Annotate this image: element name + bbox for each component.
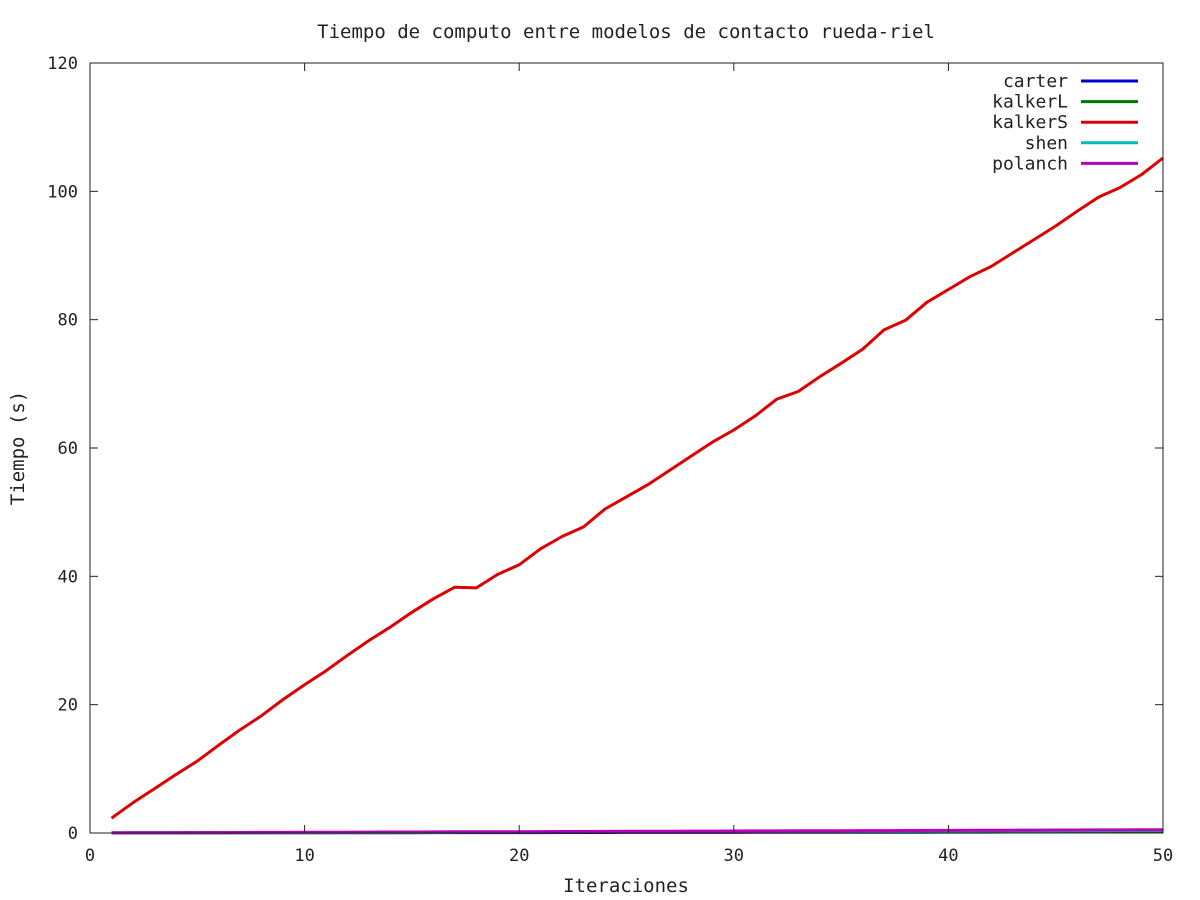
- x-tick-label: 20: [509, 846, 529, 866]
- y-tick-label: 0: [68, 824, 78, 844]
- chart-title: Tiempo de computo entre modelos de conta…: [317, 21, 935, 43]
- x-tick-label: 0: [85, 846, 95, 866]
- series-line-polanch: [111, 828, 1164, 835]
- y-tick-label: 120: [47, 54, 78, 74]
- legend-label-kalkerS: kalkerS: [992, 112, 1068, 133]
- series-line-kalkerS: [110, 156, 1164, 820]
- y-tick-label: 100: [47, 182, 78, 202]
- x-tick-label: 30: [724, 846, 744, 866]
- legend-label-kalkerL: kalkerL: [992, 92, 1068, 113]
- x-tick-label: 10: [294, 846, 314, 866]
- legend-label-shen: shen: [1025, 133, 1068, 154]
- x-tick-label: 50: [1153, 846, 1173, 866]
- y-tick-label: 80: [58, 311, 78, 331]
- legend-label-polanch: polanch: [992, 153, 1068, 174]
- y-axis-label: Tiempo (s): [7, 391, 29, 505]
- y-tick-label: 40: [58, 567, 78, 587]
- x-axis-label: Iteraciones: [563, 875, 689, 897]
- legend-label-carter: carter: [1003, 71, 1068, 92]
- y-tick-label: 20: [58, 696, 78, 716]
- x-tick-label: 40: [938, 846, 958, 866]
- y-tick-label: 60: [58, 439, 78, 459]
- ticks-layer: 0 10 20 30 40 50 0 20 40 60 80 100 120: [47, 54, 1173, 866]
